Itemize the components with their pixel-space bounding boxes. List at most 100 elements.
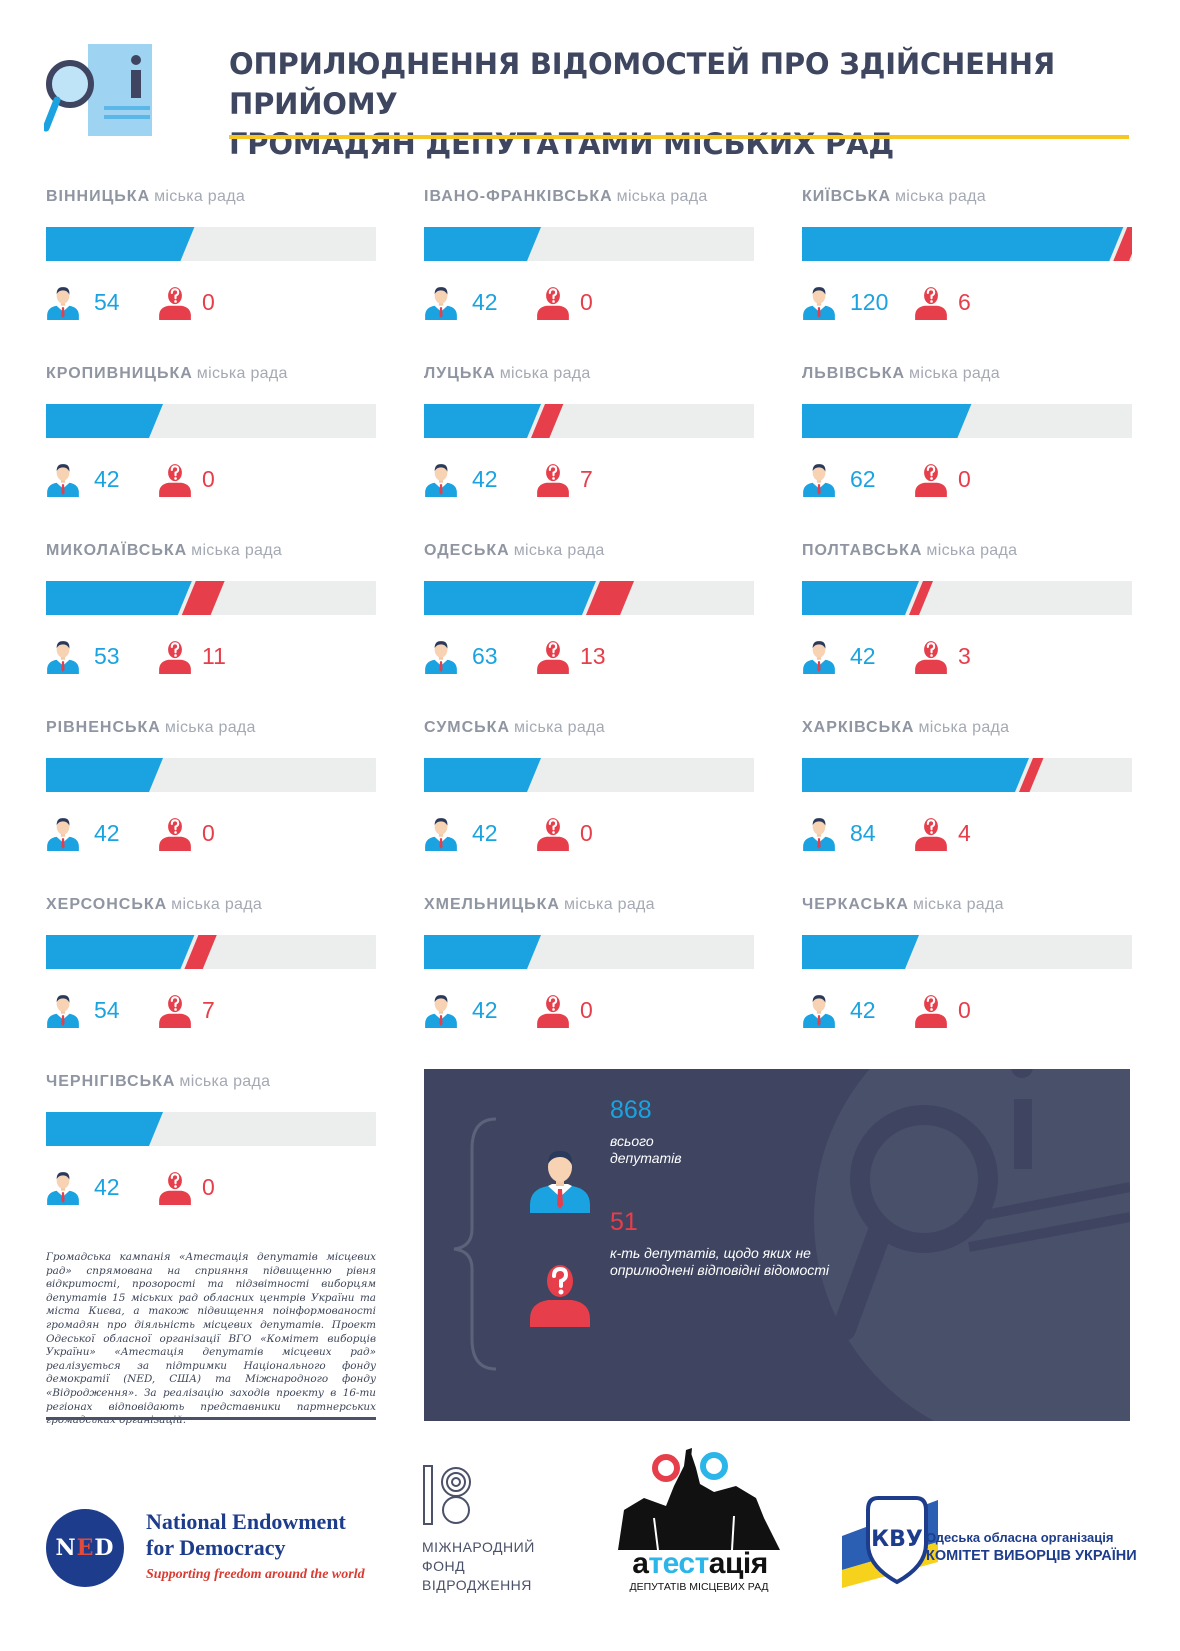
irf-emblem xyxy=(423,1465,471,1525)
city-name: РІВНЕНСЬКА xyxy=(46,719,161,736)
city-council-label: міська рада xyxy=(164,719,256,736)
unpublished-count: 0 xyxy=(202,466,215,492)
city-name: ХАРКІВСЬКА xyxy=(802,719,915,736)
city-title: ІВАНО-ФРАНКІВСЬКА міська рада xyxy=(424,187,708,207)
published-segment xyxy=(802,935,919,969)
ratio-bar xyxy=(424,404,754,438)
published-count: 62 xyxy=(850,466,876,492)
deputy-icon xyxy=(530,1150,590,1213)
ned-tagline: Supporting freedom around the world xyxy=(146,1567,365,1582)
unknown-deputy-icon xyxy=(159,641,191,674)
published-segment xyxy=(46,581,192,615)
unknown-deputy-icon xyxy=(530,1265,590,1327)
ned-logo: NED National Endowment for Democracy Sup… xyxy=(46,1505,386,1595)
unknown-deputy-icon xyxy=(159,818,191,851)
city-block: ХМЕЛЬНИЦЬКА міська рада 42 0 xyxy=(424,895,754,1055)
ratio-bar xyxy=(424,758,754,792)
published-count: 42 xyxy=(472,289,498,315)
title-underline xyxy=(229,135,1129,139)
kvu-name-line1: Одеська обласна організація xyxy=(926,1530,1114,1545)
published-count: 53 xyxy=(94,643,120,669)
irf-logo: МІЖНАРОДНИЙ ФОНД ВІДРОДЖЕННЯ xyxy=(422,1462,582,1602)
unpublished-count: 7 xyxy=(580,466,593,492)
city-block: ЧЕРНІГІВСЬКА міська рада 42 0 xyxy=(46,1072,376,1232)
city-name: ВІННИЦЬКА xyxy=(46,188,151,205)
city-block: ХЕРСОНСЬКА міська рада 54 7 xyxy=(46,895,376,1055)
city-council-label: міська рада xyxy=(563,896,655,913)
ned-emblem-e: E xyxy=(76,1535,95,1561)
published-segment xyxy=(802,758,1029,792)
header-search-info-icon xyxy=(42,44,154,144)
deputy-icon xyxy=(425,287,457,320)
city-title: ХАРКІВСЬКА міська рада xyxy=(802,718,1009,738)
irf-name-line1: МІЖНАРОДНИЙ xyxy=(422,1539,535,1555)
published-count: 42 xyxy=(472,820,498,846)
ratio-bar xyxy=(802,227,1132,261)
ratio-bar xyxy=(46,227,376,261)
published-segment xyxy=(802,404,972,438)
unknown-deputy-icon xyxy=(537,641,569,674)
deputy-icon xyxy=(425,818,457,851)
unpublished-deputies-label-line2: оприлюднені відповідні відомості xyxy=(610,1262,830,1278)
published-segment xyxy=(424,935,541,969)
unpublished-count: 0 xyxy=(958,466,971,492)
unknown-deputy-icon xyxy=(159,287,191,320)
city-name: ЛУЦЬКА xyxy=(424,365,496,382)
published-segment xyxy=(46,1112,163,1146)
ratio-bar xyxy=(424,581,754,615)
unpublished-count: 0 xyxy=(958,997,971,1023)
published-count: 42 xyxy=(472,997,498,1023)
unpublished-segment xyxy=(586,581,635,615)
published-segment xyxy=(802,581,919,615)
unpublished-count: 6 xyxy=(958,289,971,315)
city-council-label: міська рада xyxy=(179,1073,271,1090)
kvu-emblem-letters: КВУ xyxy=(871,1527,923,1552)
unpublished-deputies-value: 51 xyxy=(610,1208,638,1236)
unknown-deputy-icon xyxy=(915,818,947,851)
atestatsia-subtitle: ДЕПУТАТІВ МІСЦЕВИХ РАД xyxy=(629,1581,769,1593)
unpublished-count: 0 xyxy=(580,820,593,846)
unpublished-segment xyxy=(1113,227,1132,261)
summary-panel: 868 всього депутатів 51 к-ть депутатів, … xyxy=(424,1069,1130,1421)
ned-emblem-n: N xyxy=(55,1535,77,1561)
published-segment xyxy=(46,758,163,792)
deputy-icon xyxy=(425,464,457,497)
city-title: КИЇВСЬКА міська рада xyxy=(802,187,986,207)
deputy-icon xyxy=(47,464,79,497)
panel-magnifier-decoration xyxy=(453,1069,1130,1421)
ratio-bar xyxy=(46,935,376,969)
deputy-icon xyxy=(803,641,835,674)
published-segment xyxy=(424,581,596,615)
city-council-label: міська рада xyxy=(912,896,1004,913)
ratio-bar xyxy=(802,404,1132,438)
irf-name-line3: ВІДРОДЖЕННЯ xyxy=(422,1577,532,1593)
atestatsia-wordmark: атестація xyxy=(616,1548,784,1580)
city-title: ОДЕСЬКА міська рада xyxy=(424,541,605,561)
city-block: ІВАНО-ФРАНКІВСЬКА міська рада 42 0 xyxy=(424,187,754,347)
ned-name-line1: National Endowment xyxy=(146,1509,346,1534)
irf-name-line2: ФОНД xyxy=(422,1558,466,1574)
total-deputies-label: всього депутатів xyxy=(610,1133,682,1167)
city-name: КИЇВСЬКА xyxy=(802,188,891,205)
kvu-name-line2: КОМІТЕТ ВИБОРЦІВ УКРАЇНИ xyxy=(926,1548,1137,1564)
deputy-icon xyxy=(47,287,79,320)
published-segment xyxy=(424,404,541,438)
unknown-deputy-icon xyxy=(537,287,569,320)
unpublished-segment xyxy=(1019,758,1044,792)
ned-emblem: NED xyxy=(46,1509,124,1587)
unpublished-segment xyxy=(184,935,217,969)
city-block: ЛЬВІВСЬКА міська рада 62 0 xyxy=(802,364,1132,524)
deputy-icon xyxy=(47,818,79,851)
city-name: КРОПИВНИЦЬКА xyxy=(46,365,193,382)
city-block: ЧЕРКАСЬКА міська рада 42 0 xyxy=(802,895,1132,1055)
unknown-deputy-icon xyxy=(159,1172,191,1205)
city-title: ЧЕРНІГІВСЬКА міська рада xyxy=(46,1072,270,1092)
unpublished-deputies-label-line1: к-ть депутатів, щодо яких не xyxy=(610,1245,811,1261)
unpublished-segment xyxy=(909,581,933,615)
published-count: 63 xyxy=(472,643,498,669)
city-block: ОДЕСЬКА міська рада 63 13 xyxy=(424,541,754,701)
published-count: 120 xyxy=(850,289,889,315)
ratio-bar xyxy=(46,581,376,615)
project-description: Громадська кампанія «Атестація депутатів… xyxy=(46,1251,376,1427)
atestatsia-wordmark-a: а xyxy=(632,1547,649,1580)
